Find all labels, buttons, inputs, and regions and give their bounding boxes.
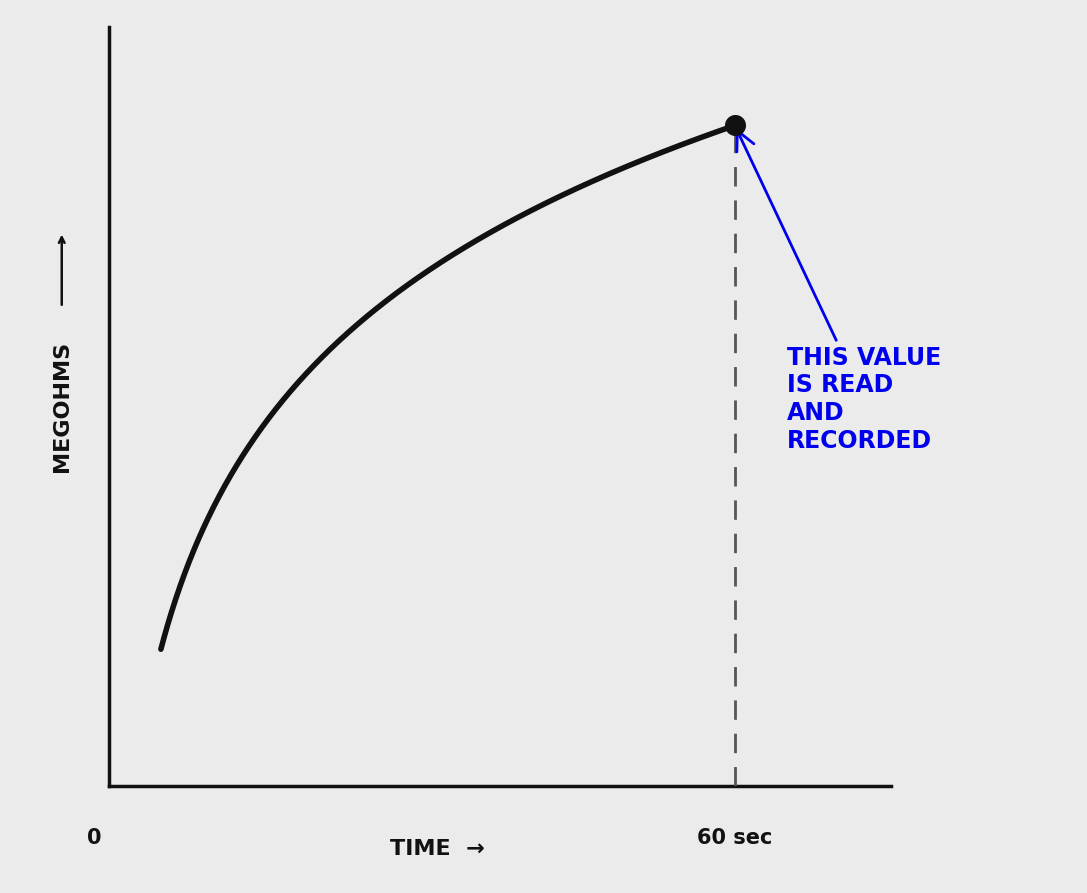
Text: TIME  →: TIME → — [390, 839, 485, 859]
Point — [726, 119, 744, 133]
Text: 60 sec: 60 sec — [697, 828, 773, 847]
Text: THIS VALUE
IS READ
AND
RECORDED: THIS VALUE IS READ AND RECORDED — [737, 130, 941, 453]
Text: MEGOHMS: MEGOHMS — [52, 341, 72, 472]
Text: 0: 0 — [87, 828, 102, 847]
